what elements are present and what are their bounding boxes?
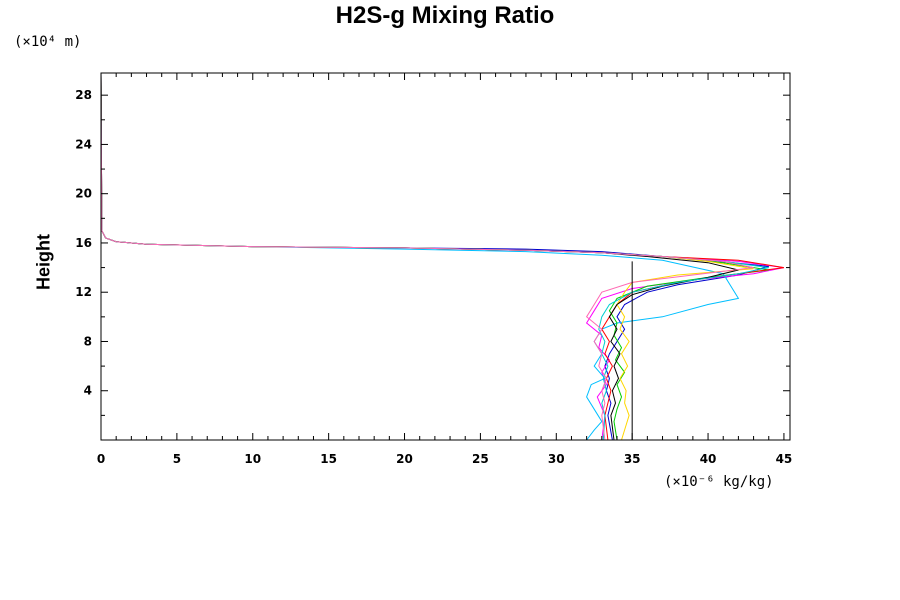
y-tick-label: 4 bbox=[84, 384, 92, 398]
x-tick-label: 25 bbox=[472, 452, 489, 466]
x-tick-label: 5 bbox=[173, 452, 181, 466]
chart-title: H2S-g Mixing Ratio bbox=[335, 2, 555, 29]
y-tick-label: 24 bbox=[75, 137, 92, 151]
y-tick-label: 28 bbox=[75, 88, 92, 102]
x-tick-label: 40 bbox=[700, 452, 717, 466]
x-tick-label: 20 bbox=[396, 452, 413, 466]
axis-layer: 0 5 10 15 20 25 30 35 40 45 4 8 12 16 20 24 28 bbox=[75, 72, 793, 466]
x-tick-label: 15 bbox=[320, 452, 337, 466]
y-tick-label: 20 bbox=[75, 187, 92, 201]
series-layer bbox=[101, 73, 784, 440]
x-tick-label: 45 bbox=[776, 452, 793, 466]
series-line-5 bbox=[101, 73, 784, 440]
x-tick-label: 10 bbox=[244, 452, 261, 466]
series-line-9 bbox=[101, 73, 754, 440]
x-tick-label: 30 bbox=[548, 452, 565, 466]
x-tick-label: 35 bbox=[624, 452, 641, 466]
series-group bbox=[101, 73, 784, 440]
series-line-2 bbox=[101, 73, 784, 440]
y-tick-label: 16 bbox=[75, 236, 92, 250]
y-unit-label: (×10⁴ m) bbox=[14, 34, 82, 50]
y-tick-label: 12 bbox=[75, 285, 92, 299]
plot-frame bbox=[100, 72, 791, 441]
x-unit-label: (×10⁻⁶ kg/kg) bbox=[664, 474, 774, 490]
series-line-7 bbox=[101, 73, 739, 440]
y-tick-label: 8 bbox=[84, 334, 92, 348]
x-tick-label: 0 bbox=[97, 452, 105, 466]
